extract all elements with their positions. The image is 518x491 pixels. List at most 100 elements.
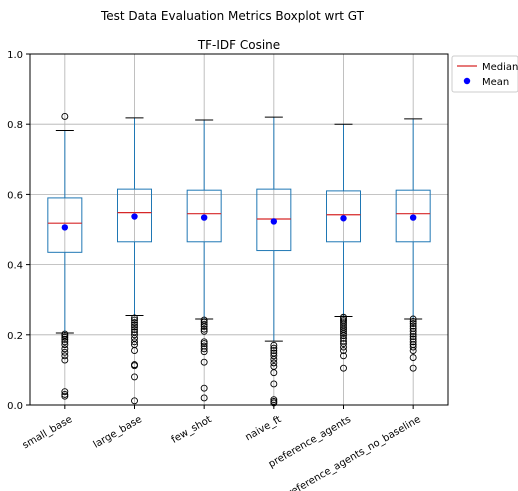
flier-point [409, 338, 417, 346]
mean-marker [340, 215, 347, 222]
flier-point [270, 341, 278, 349]
flier-point [270, 396, 278, 404]
flier-point [270, 380, 278, 388]
flier-point [409, 347, 417, 355]
flier-point [131, 314, 138, 322]
mean-marker [61, 224, 69, 231]
flier-point [409, 322, 417, 330]
x-tick-label: few_shot [170, 414, 214, 446]
flier-point [409, 364, 417, 372]
flier-point [131, 362, 138, 370]
flier-point [340, 343, 347, 351]
legend-mean-swatch [463, 77, 471, 85]
y-tick-label: 0.8 [7, 120, 23, 131]
flier-point [61, 392, 69, 400]
y-tick-label: 0.4 [7, 261, 23, 272]
flier-point [200, 320, 208, 328]
box-iqr [395, 189, 431, 243]
flier-point [200, 348, 208, 356]
flier-point [270, 352, 278, 360]
flier-point [131, 319, 138, 326]
flier-point [200, 340, 208, 348]
flier-point [200, 325, 208, 333]
mean-marker [409, 214, 417, 221]
flier-point [409, 330, 417, 338]
y-tick-label: 1.0 [7, 50, 23, 61]
flier-point [409, 320, 417, 328]
box-iqr [326, 190, 361, 243]
x-tick-label: small_base [21, 414, 75, 451]
flier-point [270, 369, 278, 377]
flier-point [200, 338, 208, 346]
flier-point [340, 334, 347, 342]
mean-marker [270, 218, 278, 225]
flier-point [61, 348, 69, 356]
flier-point [409, 318, 417, 325]
flier-point [200, 322, 208, 330]
flier-point [409, 315, 417, 323]
flier-point [340, 327, 347, 335]
box-group-naive_ft [256, 116, 292, 407]
flier-point [61, 345, 69, 353]
flier-point [131, 397, 138, 405]
flier-point [200, 394, 208, 402]
legend-label-mean: Mean [482, 77, 509, 88]
box-group-few_shot [186, 119, 222, 402]
flier-point [200, 345, 208, 353]
flier-point [61, 335, 69, 343]
mean-marker [131, 213, 138, 220]
flier-point [131, 326, 138, 333]
flier-point [270, 355, 278, 363]
flier-point [340, 352, 347, 360]
box-iqr [256, 188, 292, 252]
figure-suptitle: Test Data Evaluation Metrics Boxplot wrt… [100, 9, 364, 23]
flier-point [200, 358, 208, 366]
chart-title: TF-IDF Cosine [197, 38, 281, 52]
y-tick-label: 0.0 [7, 401, 23, 412]
box-group-preference_agents [326, 123, 361, 372]
flier-point [340, 329, 347, 337]
flier-point [131, 321, 138, 329]
flier-point [270, 344, 278, 352]
flier-point [131, 323, 138, 331]
legend: Median Mean [451, 55, 518, 93]
box-iqr [117, 188, 152, 243]
box-group-large_base [117, 117, 152, 405]
flier-point [409, 343, 417, 351]
flier-point [61, 333, 69, 341]
flier-point [61, 352, 69, 360]
flier-point [131, 331, 138, 339]
flier-point [131, 373, 138, 381]
flier-point [61, 341, 69, 349]
flier-point [340, 364, 347, 372]
flier-point [61, 338, 69, 346]
flier-point [409, 333, 417, 341]
box-iqr [47, 197, 83, 253]
flier-point [200, 384, 208, 392]
x-tick-label: large_base [92, 414, 144, 451]
x-tick-label: naive_ft [244, 414, 284, 443]
axes-frame [29, 53, 449, 406]
box-iqr [186, 189, 222, 243]
y-tick-label: 0.2 [7, 331, 23, 342]
y-tick-label: 0.6 [7, 190, 23, 201]
flier-point [61, 356, 69, 364]
flier-point [340, 347, 347, 355]
flier-point [131, 316, 138, 324]
flier-point [61, 388, 69, 396]
flier-point [270, 359, 278, 367]
flier-point [131, 338, 138, 346]
legend-label-median: Median [482, 62, 518, 73]
flier-point [200, 318, 208, 326]
flier-point [61, 391, 69, 398]
flier-point [409, 354, 417, 362]
flier-point [200, 327, 208, 335]
flier-point [61, 113, 69, 120]
flier-point [270, 347, 278, 355]
flier-point [340, 340, 347, 348]
box-group-small_base [47, 113, 83, 400]
mean-marker [200, 214, 208, 221]
box-group-preference_agents_no_baseline [395, 118, 431, 372]
